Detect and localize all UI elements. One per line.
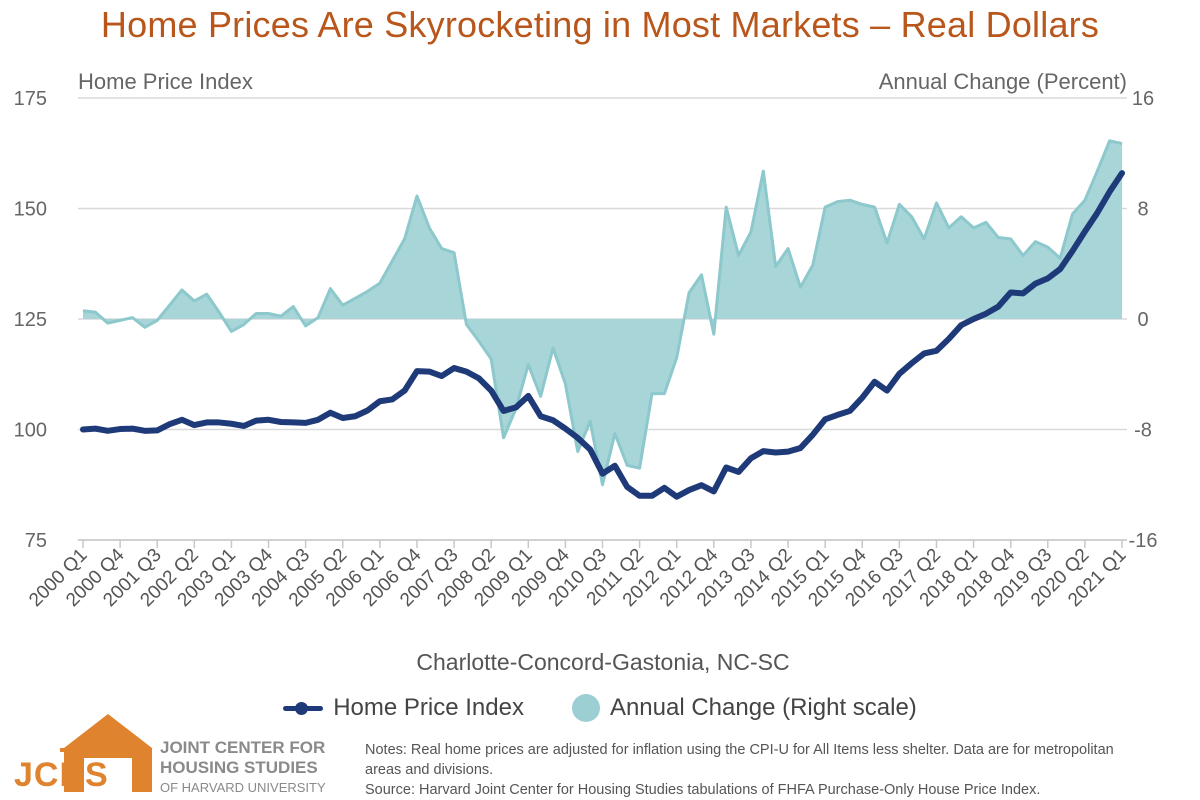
notes-line-2: areas and divisions.	[365, 762, 494, 778]
left-tick-label: 100	[14, 420, 47, 442]
right-tick-label: -8	[1134, 420, 1152, 442]
annual-change-outline	[82, 139, 1123, 487]
circle-swatch-icon	[571, 694, 600, 722]
right-tick-label: 0	[1137, 309, 1148, 331]
right-tick-label: 16	[1132, 88, 1154, 110]
chart-legend: Home Price Index Annual Change (Right sc…	[0, 694, 1200, 722]
jchs-logo: JCHS JOINT CENTER FOR HOUSING STUDIES OF…	[14, 712, 344, 798]
notes-line-1: Notes: Real home prices are adjusted for…	[365, 742, 1114, 758]
logo-text: JOINT CENTER FOR HOUSING STUDIES OF HARV…	[160, 738, 326, 798]
right-tick-label: -16	[1129, 530, 1158, 552]
left-tick-label: 175	[14, 88, 47, 110]
chart-title: Home Prices Are Skyrocketing in Most Mar…	[100, 4, 1100, 45]
left-tick-label: 75	[25, 530, 47, 552]
logo-abbreviation: JCHS	[14, 756, 109, 794]
left-tick-label: 150	[14, 199, 47, 221]
chart-notes: Notes: Real home prices are adjusted for…	[365, 740, 1200, 800]
home-price-index-line	[80, 170, 1125, 500]
legend-label-annual-change: Annual Change (Right scale)	[609, 694, 917, 721]
line-swatch-icon	[283, 702, 324, 715]
region-label: Charlotte-Concord-Gastonia, NC-SC	[416, 649, 789, 675]
logo-line-3: OF HARVARD UNIVERSITY	[160, 780, 326, 795]
left-axis-title: Home Price Index	[78, 69, 253, 94]
logo-line-2: HOUSING STUDIES	[160, 758, 318, 777]
logo-line-1: JOINT CENTER FOR	[160, 738, 326, 757]
right-axis-title: Annual Change (Percent)	[879, 69, 1127, 94]
legend-label-home-price-index: Home Price Index	[333, 694, 524, 721]
legend-item-annual-change[interactable]: Annual Change (Right scale)	[571, 694, 917, 722]
legend-item-home-price-index[interactable]: Home Price Index	[283, 694, 524, 722]
house-icon	[60, 714, 152, 792]
source-line: Source: Harvard Joint Center for Housing…	[365, 782, 1041, 798]
annual-change-area	[83, 140, 1122, 485]
left-tick-label: 125	[14, 309, 47, 331]
right-tick-label: 8	[1137, 199, 1148, 221]
